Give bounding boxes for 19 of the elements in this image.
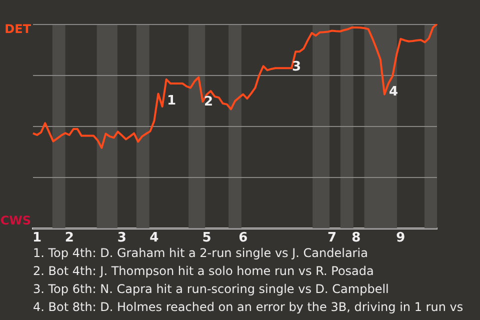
x-tick-label: 8 — [352, 230, 361, 246]
text: 4. Bot 8th: D. Holmes reached on an error by the 3B, driving in 1 run vs — [33, 299, 464, 316]
x-tick-label: 7 — [327, 230, 336, 246]
x-tick-label: 2 — [64, 230, 74, 246]
text: 3. Top 6th: N. Capra hit a run-scoring single vs D. Campbell — [33, 281, 390, 298]
x-tick-label: 4 — [150, 230, 159, 246]
text: DET — [4, 22, 32, 36]
annotation: 2 — [204, 94, 214, 110]
x-tick-label: 6 — [238, 230, 248, 246]
annotation: 3 — [292, 59, 302, 74]
text: 2. Bot 4th: J. Thompson hit a solo home run vs R. Posada — [33, 263, 375, 280]
x-tick-label: 9 — [396, 230, 406, 246]
x-tick-label: 3 — [117, 230, 126, 246]
annotation: 1 — [167, 93, 176, 108]
text: 1. Top 4th: D. Graham hit a 2-run single vs J. Candelaria — [33, 245, 369, 262]
text: CWS — [0, 214, 31, 228]
annotation: 4 — [389, 84, 398, 100]
x-tick-label: 5 — [202, 230, 212, 246]
x-tick-label: 1 — [32, 230, 42, 246]
